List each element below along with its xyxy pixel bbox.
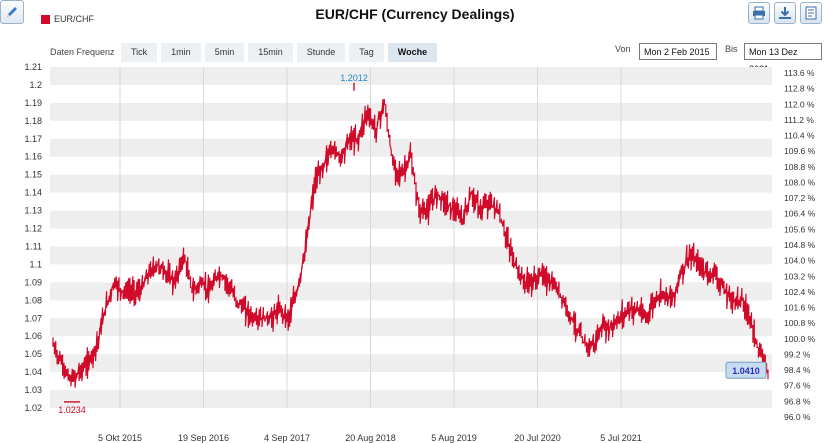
max-value-label: 1.2012 xyxy=(340,73,368,83)
x-tick-label: 5 Jul 2021 xyxy=(600,433,642,443)
y2-tick-label: 105.6 % xyxy=(784,224,816,234)
to-label: Bis xyxy=(725,44,738,54)
y2-tick-label: 108.8 % xyxy=(784,162,816,172)
legend-label: EUR/CHF xyxy=(54,14,94,24)
y2-tick-label: 109.6 % xyxy=(784,146,816,156)
grid-bands xyxy=(50,67,772,408)
y2-axis-labels: 113.6 % 112.8 % 112.0 % 111.2 % 110.4 % 109.6… xyxy=(784,68,816,422)
grid-band xyxy=(50,390,772,408)
grid-band xyxy=(50,318,772,337)
last-value-label: 1.0410 xyxy=(732,366,760,376)
print-button[interactable] xyxy=(748,2,770,24)
frequency-selector: Tick 1min 5min 15min Stunde Tag Woche xyxy=(121,43,441,62)
y-tick-label: 1.04 xyxy=(24,367,42,377)
series-line xyxy=(52,99,769,388)
y-tick-label: 1.08 xyxy=(24,295,42,305)
export-icon xyxy=(805,6,817,20)
price-series xyxy=(52,99,769,388)
y2-tick-label: 111.2 % xyxy=(784,115,814,125)
y-tick-label: 1.07 xyxy=(24,313,42,323)
y2-tick-label: 100.0 % xyxy=(784,334,816,344)
y-tick-label: 1.21 xyxy=(24,62,42,72)
y-tick-label: 1.18 xyxy=(24,116,42,126)
chart-title: EUR/CHF (Currency Dealings) xyxy=(315,6,515,22)
y2-tick-label: 101.6 % xyxy=(784,303,816,313)
annotations: 1.2012 1.0234 1.0410 xyxy=(58,73,767,415)
grid-band xyxy=(50,210,772,229)
x-tick-label: 5 Okt 2015 xyxy=(98,433,142,443)
y2-tick-label: 103.2 % xyxy=(784,271,816,281)
y2-tick-label: 102.4 % xyxy=(784,287,816,297)
x-tick-label: 20 Aug 2018 xyxy=(345,433,396,443)
grid-band xyxy=(50,354,772,373)
y-tick-label: 1.02 xyxy=(24,403,42,413)
edit-button[interactable] xyxy=(0,0,24,24)
from-date-field[interactable]: Mon 2 Feb 2015 xyxy=(639,43,717,60)
toolbar xyxy=(748,2,822,24)
x-tick-label: 5 Aug 2019 xyxy=(431,433,477,443)
x-tick-label: 20 Jul 2020 xyxy=(514,433,561,443)
vertical-gridlines xyxy=(119,67,622,408)
y-tick-label: 1.11 xyxy=(25,241,42,251)
y-tick-label: 1.19 xyxy=(24,98,42,108)
frequency-button[interactable]: Tag xyxy=(349,43,384,62)
y-tick-label: 1.06 xyxy=(24,331,42,341)
grid-band xyxy=(50,246,772,265)
grid-band xyxy=(50,67,772,85)
y-tick-label: 1.17 xyxy=(24,134,42,144)
y-tick-label: 1.09 xyxy=(24,277,42,287)
y2-tick-label: 100.8 % xyxy=(784,318,816,328)
y-tick-label: 1.12 xyxy=(24,224,42,234)
grid-band xyxy=(50,102,772,121)
y-axis-labels: 1.21 1.2 1.19 1.18 1.17 1.16 1.15 1.14 1.13 1.12 1… xyxy=(24,62,42,413)
last-value-box xyxy=(725,361,767,379)
y-tick-label: 1.03 xyxy=(24,385,42,395)
export-button[interactable] xyxy=(800,2,822,24)
frequency-label: Daten Frequenz xyxy=(50,47,115,57)
min-value-label: 1.0234 xyxy=(58,405,86,415)
legend-swatch xyxy=(41,14,50,24)
y2-tick-label: 104.8 % xyxy=(784,240,816,250)
y-tick-label: 1.1 xyxy=(29,259,42,269)
frequency-button[interactable]: Tick xyxy=(121,43,158,62)
y-tick-label: 1.2 xyxy=(29,80,42,90)
y2-tick-label: 108.0 % xyxy=(784,177,816,187)
y2-tick-label: 112.0 % xyxy=(784,99,815,109)
print-icon xyxy=(753,6,765,20)
y2-tick-label: 99.2 % xyxy=(784,349,811,359)
y2-tick-label: 96.0 % xyxy=(784,412,811,422)
y2-tick-label: 97.6 % xyxy=(784,381,811,391)
frequency-button[interactable]: 5min xyxy=(204,43,245,62)
x-tick-label: 19 Sep 2016 xyxy=(178,433,229,443)
y-tick-label: 1.05 xyxy=(24,349,42,359)
y2-tick-label: 112.8 % xyxy=(784,84,815,94)
y2-tick-label: 113.6 % xyxy=(784,68,815,78)
frequency-button[interactable]: Woche xyxy=(387,43,438,62)
y2-tick-label: 104.0 % xyxy=(784,256,816,266)
x-axis-labels: 5 Okt 2015 19 Sep 2016 4 Sep 2017 20 Aug 20… xyxy=(98,433,642,443)
y-tick-label: 1.14 xyxy=(24,188,42,198)
frequency-button[interactable]: Stunde xyxy=(296,43,346,62)
y-tick-label: 1.15 xyxy=(24,170,42,180)
from-label: Von xyxy=(615,44,631,54)
y2-tick-label: 106.4 % xyxy=(784,209,816,219)
download-button[interactable] xyxy=(774,2,796,24)
chart-legend: EUR/CHF xyxy=(41,14,94,24)
frequency-button[interactable]: 1min xyxy=(161,43,201,62)
y-tick-label: 1.13 xyxy=(24,206,42,216)
download-icon xyxy=(779,7,791,19)
x-tick-label: 4 Sep 2017 xyxy=(264,433,310,443)
y2-tick-label: 110.4 % xyxy=(784,131,815,141)
y-tick-label: 1.16 xyxy=(24,152,42,162)
y2-tick-label: 96.8 % xyxy=(784,396,811,406)
y2-tick-label: 107.2 % xyxy=(784,193,816,203)
y2-tick-label: 98.4 % xyxy=(784,365,811,375)
frequency-button[interactable]: 15min xyxy=(248,43,293,62)
grid-band xyxy=(50,174,772,193)
pencil-icon xyxy=(7,7,17,17)
